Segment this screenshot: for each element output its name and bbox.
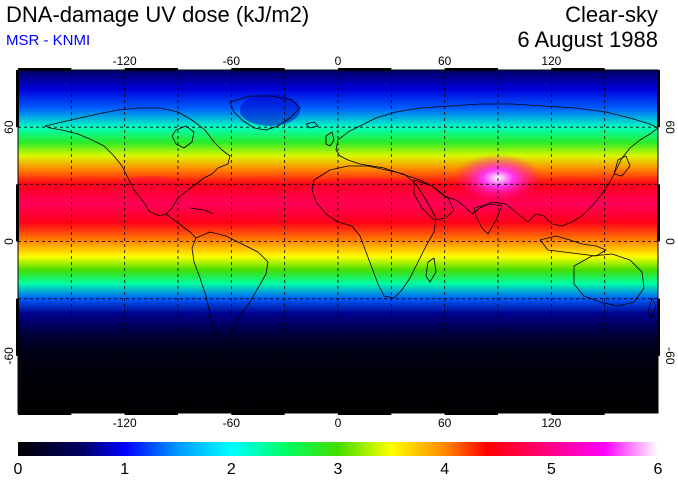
colorbar bbox=[18, 442, 658, 456]
coast-madagascar bbox=[425, 257, 437, 283]
colorbar-tick-label: 2 bbox=[227, 461, 236, 478]
sky-condition-label: Clear-sky bbox=[565, 2, 658, 27]
axis-labels: -120 -120 -60 -60 0 0 60 60 120 120 -60 -60 0 0 60 60 bbox=[2, 54, 677, 430]
coast-arabia bbox=[413, 179, 455, 221]
uv-hotspot-sahara bbox=[300, 178, 440, 214]
coast-greenland bbox=[229, 95, 301, 131]
longitude-tick-label: 120 bbox=[541, 416, 561, 430]
latitude-tick-label: -60 bbox=[2, 347, 16, 365]
latitude-tick-label: 60 bbox=[663, 120, 677, 134]
date-label: 6 August 1988 bbox=[517, 27, 658, 52]
coast-australia bbox=[573, 253, 645, 307]
longitude-tick-label: 60 bbox=[438, 416, 452, 430]
coast-maritime-se-asia bbox=[539, 235, 607, 257]
latitude-tick-label: 60 bbox=[2, 120, 16, 134]
longitude-tick-label: 0 bbox=[335, 54, 342, 68]
colorbar-tick-label: 5 bbox=[547, 461, 556, 478]
coast-japan bbox=[613, 155, 631, 177]
uv-hotspot-mexico bbox=[110, 176, 190, 204]
uv-lowspot-greenland bbox=[240, 94, 300, 126]
latitude-tick-label: -60 bbox=[663, 347, 677, 365]
colorbar-tick-label: 4 bbox=[440, 461, 449, 478]
latitude-tick-label: 0 bbox=[663, 238, 677, 245]
map-frame bbox=[17, 69, 659, 414]
latitude-tick-label: 0 bbox=[2, 238, 16, 245]
longitude-tick-label: 0 bbox=[335, 416, 342, 430]
coast-new-zealand bbox=[647, 297, 657, 319]
longitude-tick-label: -60 bbox=[223, 54, 241, 68]
coast-antarctica bbox=[18, 393, 658, 401]
colorbar-tick-label: 6 bbox=[654, 461, 663, 478]
longitude-tick-label: -120 bbox=[113, 54, 137, 68]
coast-eurasia bbox=[335, 103, 658, 227]
colorbar-tick-label: 0 bbox=[14, 461, 23, 478]
graticule bbox=[18, 70, 658, 413]
coast-india bbox=[473, 203, 503, 235]
coast-iceland bbox=[305, 121, 319, 129]
coast-north-america bbox=[44, 107, 231, 217]
coast-cuba bbox=[189, 207, 215, 215]
coast-central-america bbox=[165, 213, 197, 239]
longitude-tick-label: 60 bbox=[438, 54, 452, 68]
longitude-tick-label: -60 bbox=[223, 416, 241, 430]
coast-africa bbox=[311, 165, 437, 299]
colorbar-tick-label: 1 bbox=[120, 461, 129, 478]
colorbar-tick-labels: 0 1 2 3 4 5 6 bbox=[14, 461, 663, 478]
map-title: DNA-damage UV dose (kJ/m2) bbox=[6, 2, 310, 27]
longitude-tick-label: -120 bbox=[113, 416, 137, 430]
coastlines bbox=[18, 95, 658, 401]
source-label: MSR - KNMI bbox=[6, 32, 91, 49]
coast-british-isles bbox=[325, 131, 335, 147]
colorbar-tick-label: 3 bbox=[334, 461, 343, 478]
longitude-tick-label: 120 bbox=[541, 54, 561, 68]
coast-south-america bbox=[191, 231, 269, 355]
